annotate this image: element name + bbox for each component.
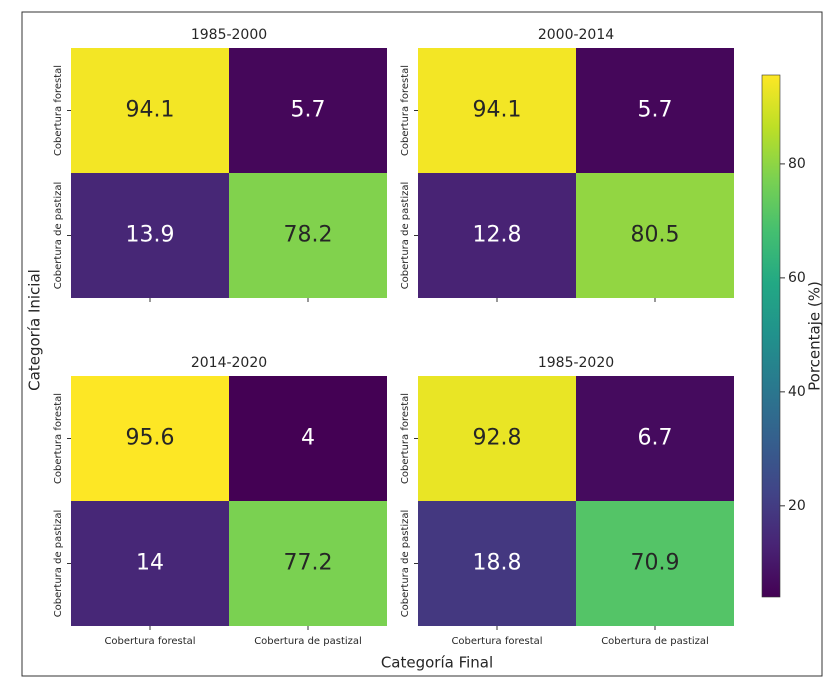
heatmap-cell (418, 48, 576, 173)
heatmap-cell (229, 376, 387, 501)
colorbar-tick-label: 40 (788, 384, 806, 400)
y-tick-label: Cobertura de pastizal (400, 510, 411, 618)
x-axis-label: Categoría Final (381, 654, 493, 672)
heatmap-cell (71, 48, 229, 173)
cell-label: 95.6 (126, 426, 175, 451)
cell-label: 94.1 (473, 98, 522, 123)
heatmap-cell (576, 501, 734, 626)
cell-label: 4 (301, 426, 315, 451)
heatmap-cell (71, 501, 229, 626)
heatmap-cell (229, 501, 387, 626)
heatmap-cell (576, 376, 734, 501)
colorbar-tick-label: 20 (788, 498, 806, 514)
heatmap-cell (418, 501, 576, 626)
x-tick-label: Cobertura de pastizal (601, 636, 709, 647)
cell-label: 18.8 (473, 551, 522, 576)
panel-title: 1985-2000 (191, 27, 267, 43)
cell-label: 78.2 (284, 223, 333, 248)
cell-label: 94.1 (126, 98, 175, 123)
colorbar-outline (761, 74, 781, 598)
heatmap-cell (71, 376, 229, 501)
colorbar-tick-label: 80 (788, 156, 806, 172)
heatmap-cell (71, 173, 229, 298)
heatmap-cell (576, 48, 734, 173)
colorbar-label: Porcentaje (%) (806, 281, 824, 391)
x-tick-label: Cobertura forestal (451, 636, 542, 647)
cell-label: 13.9 (126, 223, 175, 248)
x-tick-label: Cobertura de pastizal (254, 636, 362, 647)
cell-label: 5.7 (638, 98, 673, 123)
y-tick-label: Cobertura forestal (53, 65, 64, 156)
y-tick-label: Cobertura de pastizal (53, 182, 64, 290)
heatmap-cell (576, 173, 734, 298)
cell-label: 12.8 (473, 223, 522, 248)
y-tick-label: Cobertura de pastizal (400, 182, 411, 290)
heatmap-cell (229, 173, 387, 298)
heatmap-cell (418, 173, 576, 298)
y-tick-label: Cobertura forestal (53, 393, 64, 484)
heatmap-cell (418, 376, 576, 501)
heatmap-cell (229, 48, 387, 173)
y-axis-label: Categoría Inicial (26, 269, 44, 391)
panel-title: 1985-2020 (538, 355, 614, 371)
y-tick-label: Cobertura forestal (400, 65, 411, 156)
y-tick-label: Cobertura de pastizal (53, 510, 64, 618)
cell-label: 6.7 (638, 426, 673, 451)
colorbar (762, 75, 780, 597)
cell-label: 70.9 (631, 551, 680, 576)
cell-label: 80.5 (631, 223, 680, 248)
figure-border (21, 11, 823, 677)
cell-label: 77.2 (284, 551, 333, 576)
x-tick-label: Cobertura forestal (104, 636, 195, 647)
panel-title: 2014-2020 (191, 355, 267, 371)
colorbar-tick-label: 60 (788, 270, 806, 286)
cell-label: 92.8 (473, 426, 522, 451)
cell-label: 14 (136, 551, 164, 576)
y-tick-label: Cobertura forestal (400, 393, 411, 484)
cell-label: 5.7 (291, 98, 326, 123)
panel-title: 2000-2014 (538, 27, 614, 43)
